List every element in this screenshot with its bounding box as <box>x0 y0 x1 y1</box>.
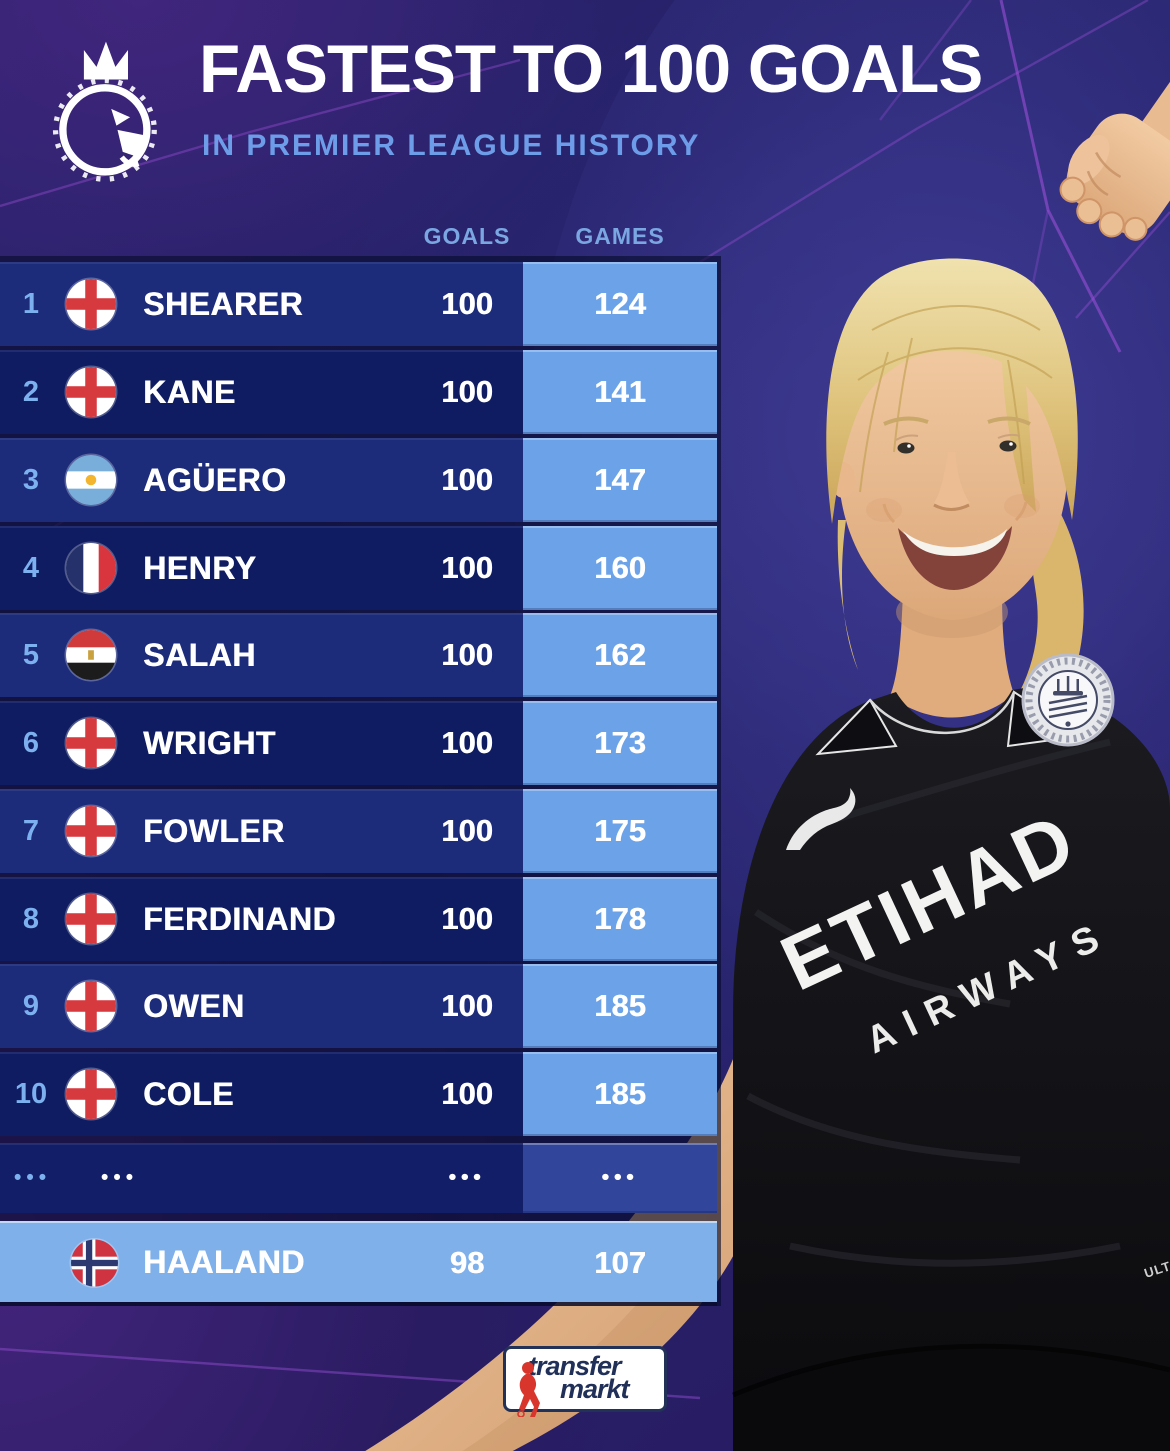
goals-cell: 100 <box>441 1076 493 1111</box>
rank-cell: 1 <box>22 287 40 320</box>
flag-argentina-icon <box>66 455 116 505</box>
player-name: FOWLER <box>143 812 285 849</box>
goals-cell: 100 <box>441 637 493 672</box>
player-name: WRIGHT <box>143 724 276 761</box>
table-row: 2 KANE 100 141 <box>0 350 717 434</box>
table-row: 4 HENRY 100 160 <box>0 526 717 610</box>
rank-cell: 8 <box>22 902 40 935</box>
shorts <box>700 1349 1170 1451</box>
table-row: 6 WRIGHT 100 173 <box>0 701 717 785</box>
rank-cell: 6 <box>22 726 40 759</box>
player-name: HAALAND <box>143 1244 305 1280</box>
goals-cell: 100 <box>441 813 493 848</box>
flag-england-icon <box>66 981 116 1031</box>
games-cell: 141 <box>523 350 717 434</box>
table-row: 1 SHEARER 100 124 <box>0 262 717 346</box>
flag-england-icon <box>66 806 116 856</box>
player-name: SALAH <box>143 636 256 673</box>
player-name: AGÜERO <box>143 461 287 498</box>
rank-cell: 9 <box>22 989 40 1022</box>
ellipsis-games: ••• <box>523 1143 717 1213</box>
table-row: 10 COLE 100 185 <box>0 1052 717 1136</box>
ellipsis-goals: ••• <box>448 1166 486 1189</box>
haaland-facial-features <box>866 416 1040 590</box>
haaland-shirt <box>733 686 1170 1451</box>
games-cell: 107 <box>594 1244 646 1280</box>
player-name: FERDINAND <box>143 900 336 937</box>
haaland-fist <box>1059 41 1170 241</box>
ellipsis-name: ••• <box>101 1166 139 1189</box>
column-header-games: GAMES <box>575 222 665 249</box>
games-cell: 178 <box>523 877 717 961</box>
games-cell: 147 <box>523 438 717 522</box>
brand-text-bottom: markt <box>560 1374 630 1404</box>
player-name: OWEN <box>143 987 245 1024</box>
hair-strands <box>857 305 1053 493</box>
ellipsis-row: ••• ••• ••• ••• <box>0 1143 717 1213</box>
games-cell: 124 <box>523 262 717 346</box>
rank-cell: 3 <box>22 463 40 496</box>
goals-cell: 98 <box>449 1244 485 1280</box>
highlight-row-haaland: HAALAND 98 107 <box>0 1221 717 1302</box>
goals-cell: 100 <box>441 550 493 585</box>
flag-england-icon <box>66 1069 116 1119</box>
haaland-hair <box>826 258 1078 524</box>
rank-cell: 4 <box>22 551 40 584</box>
flag-norway-icon <box>71 1239 118 1286</box>
games-cell: 185 <box>523 964 717 1048</box>
rank-cell: 5 <box>22 638 40 671</box>
premier-league-lion-icon <box>52 41 157 182</box>
player-name: COLE <box>143 1075 234 1112</box>
flag-england-icon <box>66 279 116 329</box>
goals-cell: 100 <box>441 286 493 321</box>
table-row: 5 SALAH 100 162 <box>0 613 717 697</box>
man-city-badge-icon <box>1021 653 1115 747</box>
table-row: 7 FOWLER 100 175 <box>0 789 717 873</box>
rank-cell: 2 <box>22 375 40 408</box>
player-name: SHEARER <box>143 285 303 322</box>
table-row: 3 AGÜERO 100 147 <box>0 438 717 522</box>
goals-cell: 100 <box>441 462 493 497</box>
column-header-goals: GOALS <box>423 222 511 249</box>
games-cell: 162 <box>523 613 717 697</box>
transfermarkt-player-icon <box>517 1362 540 1417</box>
table-row: 8 FERDINAND 100 178 <box>0 877 717 961</box>
player-name: KANE <box>143 373 236 410</box>
goals-cell: 100 <box>441 374 493 409</box>
flag-france-icon <box>66 543 116 593</box>
haaland-neck <box>890 590 1014 718</box>
flag-england-icon <box>66 894 116 944</box>
page-subtitle: IN PREMIER LEAGUE HISTORY <box>202 129 701 162</box>
games-cell: 185 <box>523 1052 717 1136</box>
flag-england-icon <box>66 718 116 768</box>
flag-england-icon <box>66 367 116 417</box>
puma-logo-icon <box>786 788 856 850</box>
games-cell: 160 <box>523 526 717 610</box>
games-cell: 173 <box>523 701 717 785</box>
transfermarkt-logo: transfer markt <box>503 1346 667 1417</box>
rank-cell: 10 <box>14 1077 48 1110</box>
haaland-photo-illustration: ETIHAD AIRWAYS ULTRA <box>365 41 1170 1451</box>
rank-cell: 7 <box>22 814 40 847</box>
goals-cell: 100 <box>441 901 493 936</box>
flag-egypt-icon <box>66 630 116 680</box>
goals-cell: 100 <box>441 725 493 760</box>
games-cell: 175 <box>523 789 717 873</box>
brand-text-top: transfer <box>528 1351 622 1381</box>
table-row: 9 OWEN 100 185 <box>0 964 717 1048</box>
haaland-smile <box>898 526 1012 590</box>
page-title: FASTEST TO 100 GOALS <box>199 31 983 107</box>
ellipsis-rank: ••• <box>14 1166 52 1189</box>
player-name: HENRY <box>143 549 257 586</box>
goals-cell: 100 <box>441 988 493 1023</box>
